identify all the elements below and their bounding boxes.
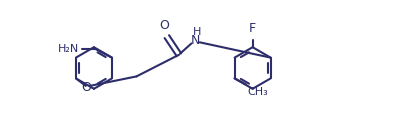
Text: F: F	[249, 22, 256, 35]
Text: H: H	[193, 27, 201, 37]
Text: N: N	[190, 34, 200, 47]
Text: O: O	[160, 19, 170, 32]
Text: O: O	[81, 81, 92, 94]
Text: H₂N: H₂N	[58, 44, 79, 54]
Text: CH₃: CH₃	[247, 87, 268, 97]
